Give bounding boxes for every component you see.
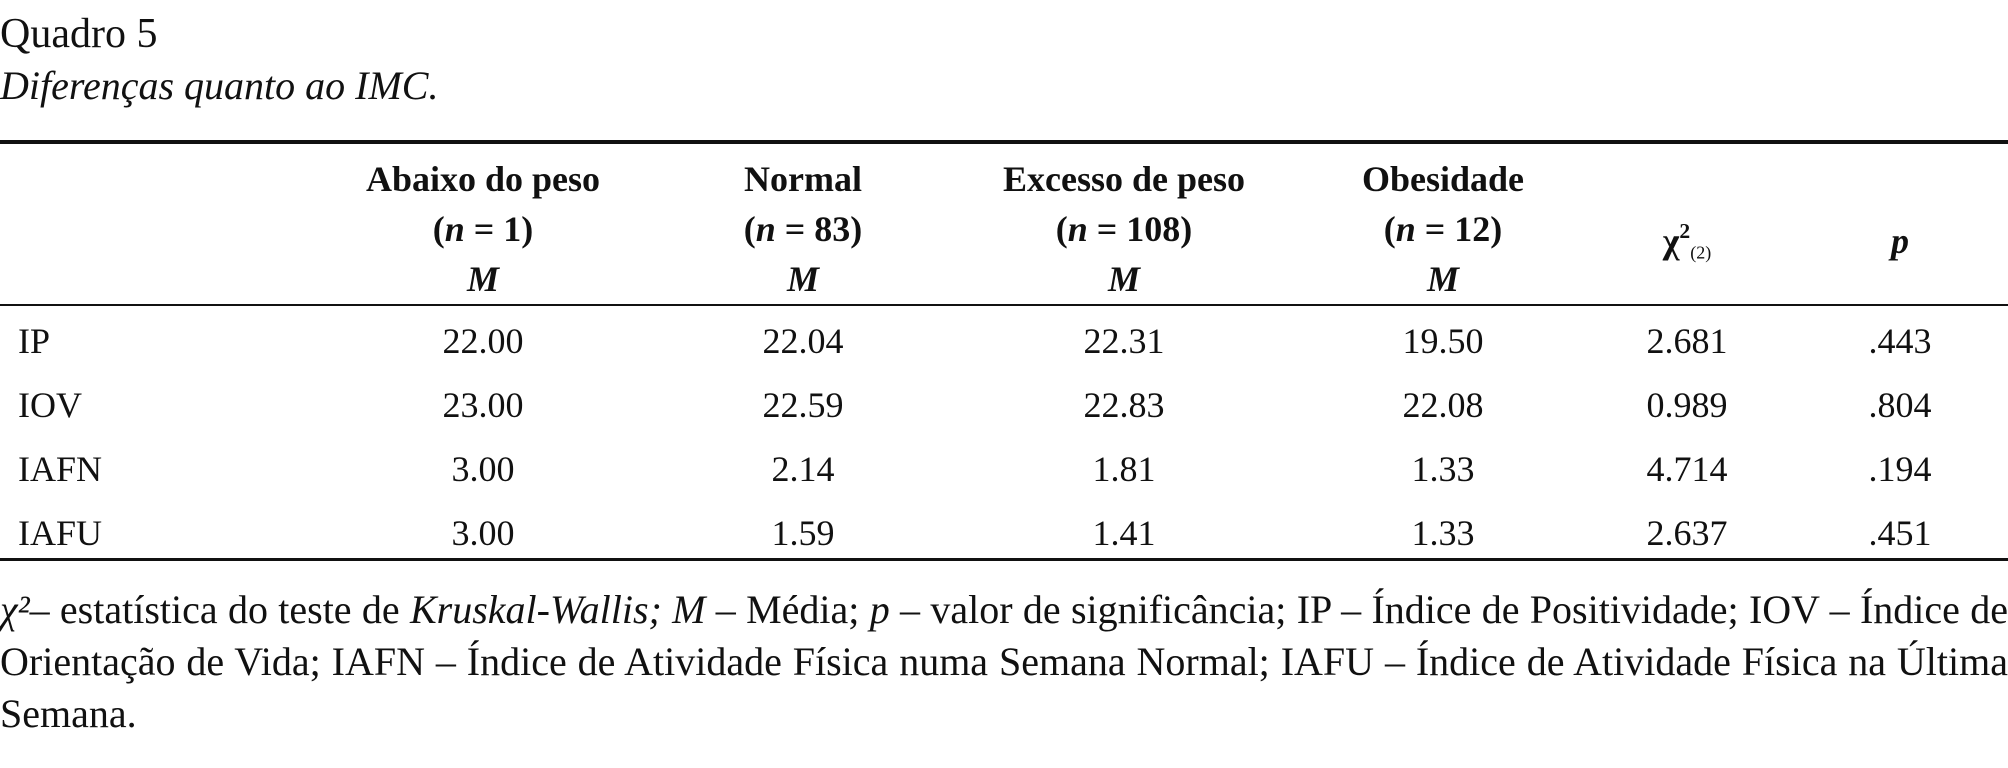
cell: 2.681 (1646, 321, 1728, 361)
column-n: (n = 108) (1056, 208, 1193, 250)
cell: .443 (1868, 321, 1932, 361)
n-part: = 83) (775, 209, 863, 249)
row-label: IOV (18, 385, 82, 425)
footnote-part: – valor de significância; IP – Índice de… (0, 587, 2008, 736)
cell: .451 (1868, 513, 1932, 553)
footnote-part: – estatística do teste de (29, 587, 410, 632)
cell: 1.59 (771, 513, 835, 553)
header-rule (0, 304, 2008, 306)
cell: .194 (1868, 449, 1932, 489)
chi-header: χ2(2) (1663, 220, 1711, 262)
bottom-rule (0, 558, 2008, 561)
top-rule (0, 140, 2008, 144)
cell: 23.00 (442, 385, 524, 425)
cell: 3.00 (451, 449, 515, 489)
stat-label: M (786, 259, 820, 299)
n-part: ( (1383, 209, 1396, 249)
n-part: = 1) (464, 209, 534, 249)
footnote-part: – Média; (705, 587, 870, 632)
footnote-part: χ² (0, 587, 30, 632)
stat-label: M (1107, 259, 1141, 299)
n-part: ( (743, 209, 756, 249)
n-part: = 108) (1087, 209, 1193, 249)
cell: 22.00 (442, 321, 524, 361)
column-n: (n = 83) (744, 208, 863, 250)
stat-label: p (1891, 221, 1909, 261)
cell: 22.83 (1083, 385, 1165, 425)
cell: 2.637 (1646, 513, 1728, 553)
n-part: = 12) (1415, 209, 1503, 249)
cell: 22.59 (762, 385, 844, 425)
cell: 0.989 (1646, 385, 1728, 425)
n-part: n (1395, 209, 1416, 249)
title: Quadro 5 (0, 11, 158, 57)
column-name: Obesidade (1361, 159, 1525, 199)
footnote-part: Kruskal-Wallis; M (409, 587, 706, 632)
row-label: IAFU (18, 513, 103, 553)
row-label: IAFN (18, 449, 103, 489)
cell: 3.00 (451, 513, 515, 553)
cell: 22.31 (1083, 321, 1165, 361)
n-part: n (755, 209, 776, 249)
chi: χ (1662, 221, 1680, 261)
cell: 19.50 (1402, 321, 1484, 361)
stat-label: M (1426, 259, 1460, 299)
cell: 1.41 (1092, 513, 1156, 553)
n-part: ( (1055, 209, 1068, 249)
cell: 1.33 (1411, 449, 1475, 489)
n-part: n (444, 209, 465, 249)
cell: 4.714 (1646, 449, 1728, 489)
column-name: Abaixo do peso (365, 159, 601, 199)
cell: 2.14 (771, 449, 835, 489)
cell: 22.04 (762, 321, 844, 361)
footnote: χ²– estatística do teste de Kruskal-Wall… (0, 584, 2008, 740)
stat-label: M (466, 259, 500, 299)
cell: 22.08 (1402, 385, 1484, 425)
row-label: IP (18, 321, 51, 361)
chi-sup: 2 (1679, 218, 1691, 243)
cell: 1.81 (1092, 449, 1156, 489)
n-part: n (1067, 209, 1088, 249)
column-name: Normal (744, 159, 862, 199)
column-n: (n = 1) (433, 208, 534, 250)
footnote-part: p (869, 587, 890, 632)
cell: .804 (1868, 385, 1932, 425)
cell: 1.33 (1411, 513, 1475, 553)
column-name: Excesso de peso (1003, 159, 1245, 199)
chi-sub: (2) (1690, 242, 1712, 263)
n-part: ( (432, 209, 445, 249)
column-n: (n = 12) (1384, 208, 1503, 250)
subtitle: Diferenças quanto ao IMC. (0, 63, 439, 108)
